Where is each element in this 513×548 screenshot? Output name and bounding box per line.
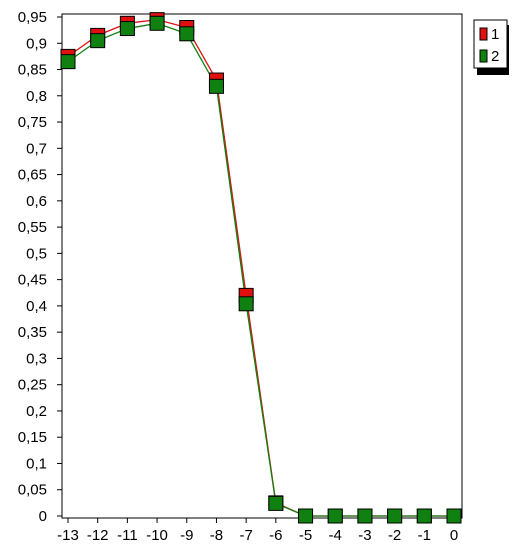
x-tick-label: -8 (210, 527, 223, 544)
data-point-series-2 (208, 78, 224, 94)
y-tick-label: 0,25 (18, 377, 47, 394)
legend-label-1: 1 (491, 26, 499, 43)
data-point-series-2 (327, 508, 343, 524)
plot-frame (61, 13, 463, 519)
y-tick-label: 0,05 (18, 482, 47, 499)
y-tick-label: 0,7 (26, 140, 47, 157)
y-tick-label: 0,75 (18, 114, 47, 131)
data-point-series-2 (357, 508, 373, 524)
data-point-series-2 (60, 54, 76, 70)
x-tick-label: -1 (418, 527, 431, 544)
legend: 12 (473, 19, 509, 75)
x-tick-label: -13 (57, 527, 79, 544)
y-tick-label: 0,45 (18, 272, 47, 289)
y-tick-labels: 0 0,05 0,1 0,15 0,2 0,25 0,3 0,35 0,4 0,45 0,5 0,55… (18, 9, 47, 525)
y-tick-label: 0,6 (26, 193, 47, 210)
data-point-series-2 (238, 296, 254, 312)
legend-label-2: 2 (491, 48, 499, 65)
x-tick-label: -11 (117, 527, 138, 544)
y-tick-label: 0 (39, 508, 47, 525)
data-point-series-2 (179, 26, 195, 42)
series-group (60, 12, 462, 524)
y-tick-label: 0,5 (26, 245, 47, 262)
x-tick-label: -3 (358, 527, 371, 544)
y-tick-label: 0,1 (26, 455, 47, 472)
data-point-series-2 (268, 495, 284, 511)
x-tick-label: -7 (239, 527, 252, 544)
axes (57, 13, 463, 523)
x-tick-label: -5 (299, 527, 312, 544)
y-tick-label: 0,65 (18, 167, 47, 184)
y-tick-label: 0,4 (26, 298, 47, 315)
x-tick-label: -9 (180, 527, 193, 544)
data-point-series-2 (149, 15, 165, 31)
y-tick-label: 0,15 (18, 429, 47, 446)
x-tick-label: -6 (269, 527, 282, 544)
y-tick-label: 0,85 (18, 62, 47, 79)
y-tick-label: 0,55 (18, 219, 47, 236)
x-tick-label: -12 (87, 527, 109, 544)
x-tick-label: -10 (146, 527, 168, 544)
data-point-series-2 (387, 508, 403, 524)
data-point-series-2 (90, 33, 106, 49)
legend-swatch-2 (479, 49, 488, 63)
x-tick-label: -4 (329, 527, 342, 544)
data-point-series-2 (298, 508, 314, 524)
y-tick-label: 0,3 (26, 350, 47, 367)
x-tick-label: 0 (450, 527, 458, 544)
y-tick-label: 0,2 (26, 403, 47, 420)
data-point-series-2 (119, 21, 135, 37)
data-point-series-2 (446, 508, 462, 524)
data-point-series-2 (416, 508, 432, 524)
y-tick-label: 0,95 (18, 9, 47, 26)
y-tick-label: 0,8 (26, 88, 47, 105)
y-tick-label: 0,35 (18, 324, 47, 341)
y-tick-label: 0,9 (26, 35, 47, 52)
x-tick-labels: -13 -12 -11 -10 -9 -8 -7 -6 -5 -4 -3 -2 -1 0 (57, 527, 458, 544)
legend-swatch-1 (479, 27, 488, 41)
x-tick-label: -2 (388, 527, 401, 544)
